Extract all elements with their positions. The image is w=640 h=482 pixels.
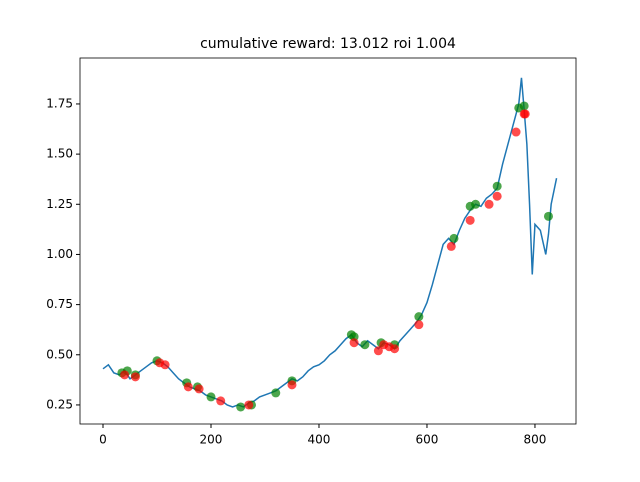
scatter-point <box>446 241 456 251</box>
scatter-point <box>183 382 193 392</box>
y-tick-label: 0.75 <box>46 297 73 311</box>
scatter-point <box>414 320 424 330</box>
scatter-point <box>287 380 297 390</box>
x-tick-label: 400 <box>308 433 331 447</box>
y-tick-label: 1.00 <box>46 247 73 261</box>
y-tick-label: 1.25 <box>46 197 73 211</box>
scatter-point <box>130 372 140 382</box>
scatter-point <box>492 181 502 191</box>
scatter-point <box>160 360 170 370</box>
scatter-point <box>236 402 246 412</box>
scatter-point <box>216 396 226 406</box>
scatter-point <box>360 340 370 350</box>
scatter-point <box>244 400 254 410</box>
plot-frame <box>79 57 577 425</box>
scatter-point <box>519 101 529 111</box>
scatter-point <box>471 199 481 209</box>
y-tick-label: 1.75 <box>46 96 73 110</box>
scatter-point <box>465 215 475 225</box>
x-tick-label: 200 <box>200 433 223 447</box>
scatter-point <box>414 312 424 322</box>
chart-title: cumulative reward: 13.012 roi 1.004 <box>200 36 456 52</box>
scatter-point <box>484 199 494 209</box>
scatter-point <box>120 370 130 380</box>
x-tick-label: 0 <box>99 433 107 447</box>
scatter-point <box>373 346 383 356</box>
scatter-point <box>206 392 216 402</box>
scatter-point <box>492 191 502 201</box>
scatter-point <box>349 338 359 348</box>
y-tick-label: 0.50 <box>46 347 73 361</box>
scatter-point <box>511 127 521 137</box>
scatter-point <box>543 211 553 221</box>
scatter-point <box>449 233 459 243</box>
scatter-point <box>520 109 530 119</box>
scatter-point <box>271 388 281 398</box>
line-series <box>102 77 558 408</box>
y-tick-label: 0.25 <box>46 397 73 411</box>
x-tick-label: 800 <box>524 433 547 447</box>
y-tick-label: 1.50 <box>46 147 73 161</box>
x-tick-label: 600 <box>416 433 439 447</box>
scatter-point <box>194 384 204 394</box>
scatter-point <box>390 344 400 354</box>
